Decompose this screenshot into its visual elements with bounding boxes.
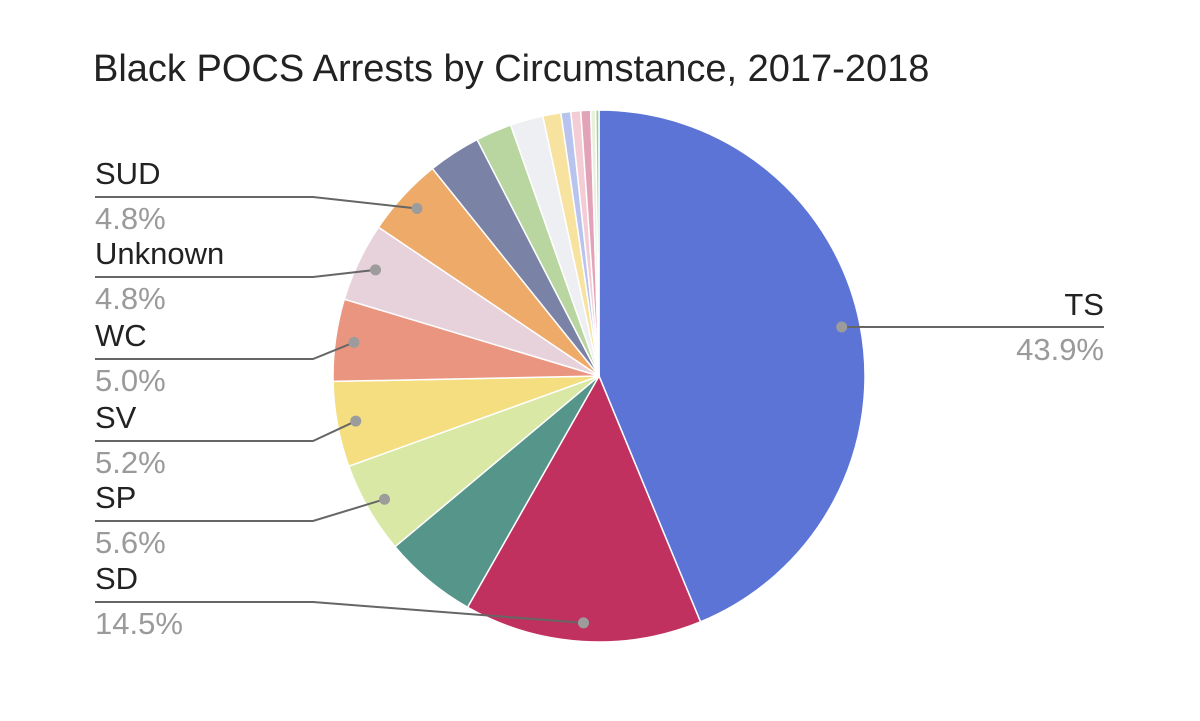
callout-dot-unknown [370,264,382,276]
callout-line-sud [95,196,418,210]
callout-dot-sp [379,493,391,505]
pie-slice-ts [598,109,866,623]
callout-dot-sud [411,202,423,214]
callout-line-unknown [95,268,376,278]
pie-slice-unlabeled-16 [594,109,600,377]
callout-line-sv [95,420,357,442]
callout-line-sd [95,601,584,624]
label-wc: WC [95,318,147,353]
label-sp: SP [95,480,136,515]
label-sud: SUD [95,156,160,191]
pie-slice-sd [466,374,702,643]
callout-dot-sd [578,617,590,629]
callout-dot-sv [350,415,362,427]
label-percent-unknown: 4.8% [95,281,166,316]
chart-title: Black POCS Arrests by Circumstance, 2017… [93,48,929,90]
label-percent-wc: 5.0% [95,363,166,398]
callout-line-wc [95,341,355,360]
pie-labels: TS43.9%SD14.5%SP5.6%SV5.2%WC5.0%Unknown4… [95,156,1104,641]
label-percent-sud: 4.8% [95,201,166,236]
label-ts: TS [1064,287,1104,322]
label-sv: SV [95,400,137,435]
label-percent-sd: 14.5% [95,606,183,641]
label-percent-sv: 5.2% [95,445,166,480]
label-percent-ts: 43.9% [1016,332,1104,367]
pie-slices [332,109,866,643]
label-percent-sp: 5.6% [95,525,166,560]
label-unknown: Unknown [95,236,224,271]
label-sd: SD [95,561,138,596]
callout-dot-ts [836,321,848,333]
callout-line-sp [95,498,385,522]
callout-dot-wc [348,336,360,348]
